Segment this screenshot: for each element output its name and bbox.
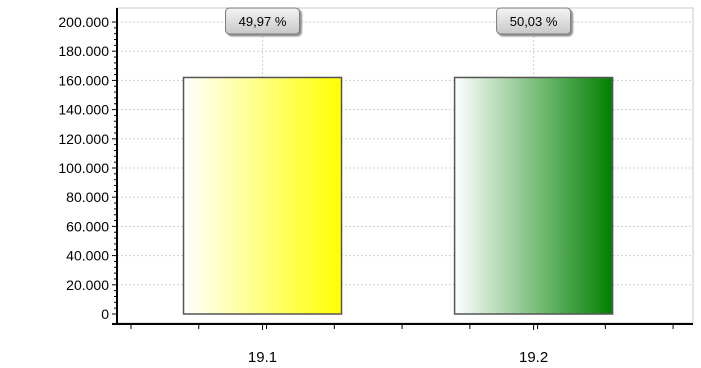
y-tick-label: 140.000 <box>58 102 109 118</box>
y-tick-label: 120.000 <box>58 131 109 147</box>
data-label: 50,03 % <box>496 7 572 35</box>
x-tick-label: 19.2 <box>519 349 548 366</box>
data-label-box <box>496 7 572 35</box>
y-tick-label: 60.000 <box>66 218 109 234</box>
data-labels: 49,97 % 50,03 % <box>225 7 572 35</box>
bar-19-2 <box>453 76 614 315</box>
y-tick-label: 100.000 <box>58 160 109 176</box>
y-tick-label: 0 <box>101 306 109 322</box>
data-label-box <box>225 7 301 35</box>
data-label-text: 49,97 % <box>239 14 287 29</box>
y-tick-label: 200.000 <box>58 14 109 30</box>
y-tick-label: 20.000 <box>66 277 109 293</box>
bar-19-1 <box>182 76 343 315</box>
y-tick-label: 180.000 <box>58 43 109 59</box>
axes: 0 20.000 40.000 60.000 80.000 100.000 120.000 1… <box>58 8 693 366</box>
y-tick-label: 160.000 <box>58 72 109 88</box>
data-label: 49,97 % <box>225 7 301 35</box>
y-tick-label: 40.000 <box>66 248 109 264</box>
bars <box>182 76 614 315</box>
y-tick-label: 80.000 <box>66 189 109 205</box>
data-label-text: 50,03 % <box>510 14 558 29</box>
x-tick-label: 19.1 <box>248 349 277 366</box>
